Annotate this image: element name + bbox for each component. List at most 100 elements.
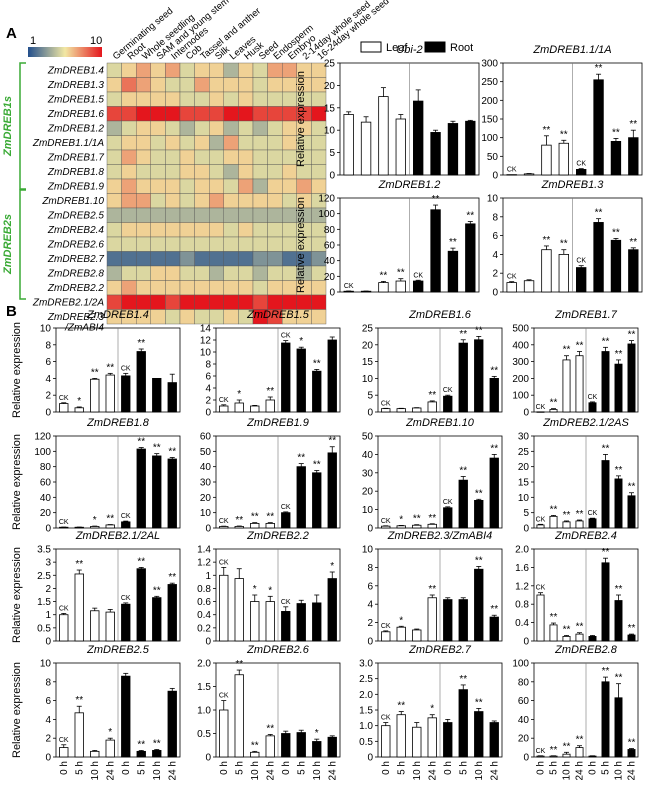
- chart-title: ZmDREB1.6: [408, 309, 472, 321]
- y-tick-label: 0: [205, 753, 211, 764]
- significance-label: CK: [344, 283, 354, 290]
- heatmap-cell: [223, 106, 239, 122]
- chart-title: ZmDREB2.1/2AS: [542, 417, 629, 429]
- significance-label: **: [380, 270, 388, 281]
- heatmap-row-label: ZmDREB1.10: [41, 196, 104, 207]
- x-tick-label: 0 h: [121, 761, 132, 775]
- y-tick-label: 8: [45, 340, 51, 351]
- leaf-bar: [90, 750, 100, 758]
- heatmap-cell: [282, 294, 298, 310]
- heatmap-cell: [106, 207, 122, 223]
- root-bar: [312, 472, 322, 529]
- significance-label: **: [543, 235, 551, 246]
- root-bar: [281, 512, 291, 529]
- y-tick-label: 25: [518, 447, 530, 458]
- heatmap-cell: [165, 236, 181, 252]
- y-tick-label: 250: [481, 77, 498, 88]
- heatmap-row-label: ZmDREB1.3: [47, 80, 105, 91]
- heatmap-row-label: ZmDREB1.8: [47, 167, 105, 178]
- significance-label: *: [399, 514, 403, 525]
- heatmap-cell: [106, 62, 122, 78]
- root-bar: [614, 478, 623, 529]
- x-tick-label: 0 h: [59, 761, 70, 775]
- y-tick-label: 0: [523, 408, 529, 419]
- y-tick-label: 4: [492, 250, 498, 261]
- root-bar: [610, 239, 622, 293]
- y-tick-label: 40: [200, 462, 212, 473]
- y-tick-label: 200: [512, 374, 529, 385]
- significance-label: **: [550, 745, 558, 756]
- significance-label: **: [576, 735, 584, 746]
- heatmap-cell: [194, 62, 210, 78]
- y-tick-label: 60: [518, 696, 530, 707]
- root-bar: [628, 249, 639, 293]
- y-tick-label: 2.0: [515, 545, 529, 556]
- y-tick-label: 20: [40, 508, 52, 519]
- significance-label: **: [629, 237, 637, 248]
- y-tick-label: 1.5: [359, 706, 373, 717]
- chart-title: ZmDREB1.2: [378, 179, 441, 191]
- heatmap-cell: [150, 106, 166, 122]
- heatmap-cell: [135, 135, 151, 151]
- root-bar: [489, 616, 499, 642]
- significance-label: CK: [536, 748, 546, 755]
- y-tick-label: 0: [45, 408, 51, 419]
- heatmap-cell: [179, 280, 195, 296]
- significance-label: **: [251, 740, 259, 751]
- significance-label: **: [628, 482, 636, 493]
- heatmap-cell: [267, 135, 283, 151]
- significance-label: **: [428, 390, 436, 401]
- root-bar: [614, 697, 623, 758]
- y-tick-label: 100: [481, 133, 498, 144]
- leaf-bar: [219, 574, 229, 642]
- significance-label: **: [297, 453, 305, 464]
- y-tick-label: 8: [45, 677, 51, 688]
- y-tick-label: 14: [200, 324, 212, 335]
- leaf-bar: [412, 524, 422, 529]
- y-tick-label: 1.2: [515, 581, 529, 592]
- leaf-bar: [250, 601, 260, 642]
- heatmap-cell: [223, 265, 239, 281]
- heatmap-cell: [223, 193, 239, 209]
- significance-label: CK: [536, 404, 546, 411]
- leaf-bar: [74, 573, 84, 642]
- leaf-bar: [575, 747, 584, 758]
- leaf-bar: [523, 280, 535, 293]
- leaf-bar: [396, 714, 406, 758]
- root-bar: [281, 342, 291, 413]
- y-tick-label: 0: [523, 637, 529, 648]
- root-bar: [413, 100, 424, 176]
- heatmap-cell: [106, 265, 122, 281]
- significance-label: **: [137, 556, 145, 567]
- heatmap-cell: [238, 265, 254, 281]
- leaf-bar: [396, 525, 406, 529]
- heatmap-cell: [267, 164, 283, 180]
- significance-label: CK: [281, 333, 291, 340]
- chart-title: ZmDREB1.9: [246, 417, 309, 429]
- leaf-bar: [523, 173, 535, 176]
- heatmap-cell: [223, 149, 239, 165]
- y-tick-label: 0: [205, 637, 211, 648]
- heatmap-cell: [135, 251, 151, 267]
- heatmap-row-label: ZmDREB1.9: [47, 182, 105, 193]
- y-tick-label: 25: [362, 324, 374, 335]
- leaf-bar: [90, 526, 100, 529]
- y-tick-label: 1.4: [197, 545, 211, 556]
- y-tick-label: 1.2: [197, 558, 211, 569]
- heatmap-cell: [106, 251, 122, 267]
- significance-label: **: [595, 208, 603, 219]
- leaf-bar: [412, 629, 422, 642]
- heatmap-cell: [208, 178, 224, 194]
- heatmap-cell: [194, 236, 210, 252]
- heatmap-cell: [252, 178, 268, 194]
- significance-label: *: [77, 396, 81, 407]
- heatmap-cell: [252, 251, 268, 267]
- leaf-bar: [90, 378, 100, 413]
- leaf-bar: [506, 174, 517, 176]
- y-tick-label: 20: [362, 487, 374, 498]
- leaf-bar: [265, 523, 275, 529]
- heatmap-cell: [121, 135, 137, 151]
- significance-label: **: [563, 345, 571, 356]
- significance-label: CK: [59, 605, 69, 612]
- significance-label: **: [313, 358, 321, 369]
